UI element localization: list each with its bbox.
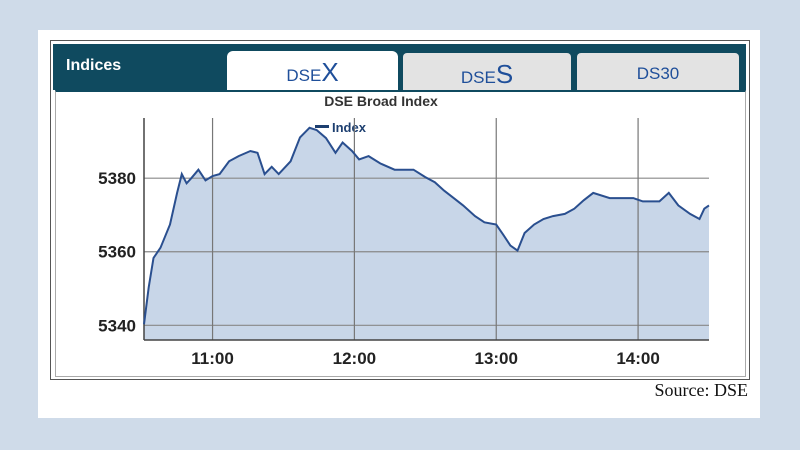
source-note: Source: DSE — [654, 380, 749, 400]
legend: Index — [315, 120, 367, 135]
tab-label-suffix: X — [321, 57, 339, 87]
legend-swatch — [315, 125, 329, 128]
index-line — [143, 126, 710, 325]
y-tick-label: 5380 — [98, 169, 136, 188]
x-tick-label: 13:00 — [474, 349, 517, 368]
legend-label: Index — [332, 120, 367, 135]
tab-dsex[interactable]: DSEX — [227, 51, 398, 97]
area-fill — [144, 127, 709, 340]
index-chart: DSE Broad Index Index 5340 5360 5380 11:00 1… — [98, 93, 710, 368]
tab-ds30[interactable]: DS30 — [575, 51, 741, 95]
x-tick-label: 11:00 — [191, 349, 234, 368]
y-tick-label: 5340 — [98, 316, 136, 335]
chart-title: DSE Broad Index — [324, 93, 438, 109]
x-tick-label: 14:00 — [616, 349, 659, 368]
tab-label: DS30 — [636, 64, 680, 83]
tab-label-prefix: DSE — [460, 68, 496, 87]
header-title: Indices — [66, 57, 122, 74]
chart-content: DSE Broad Index Index 5340 5360 5380 11:00 1… — [55, 90, 746, 377]
x-tick-label: 12:00 — [333, 349, 376, 368]
tab-dses[interactable]: DSES — [401, 51, 573, 95]
y-tick-label: 5360 — [98, 243, 136, 262]
tab-label-suffix: S — [495, 59, 514, 89]
tab-label-prefix: DSE — [286, 66, 322, 85]
